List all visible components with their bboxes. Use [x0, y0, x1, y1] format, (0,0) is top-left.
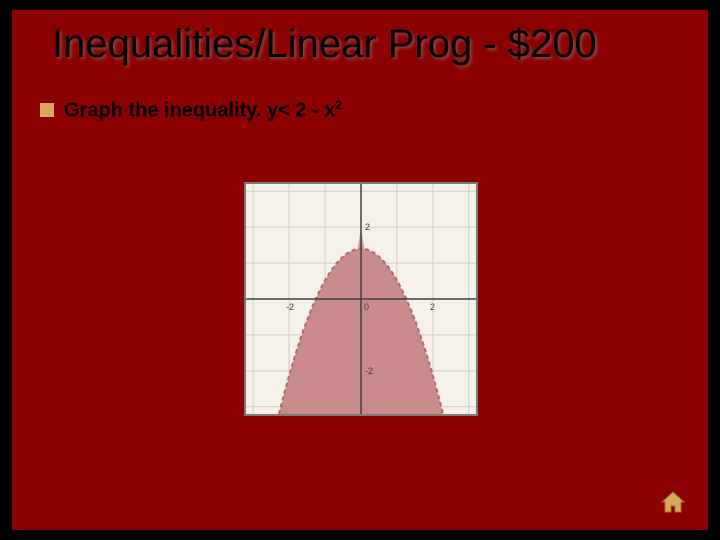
- home-button[interactable]: [660, 490, 686, 514]
- bullet-prefix: Graph the inequality. y< 2 - x: [64, 100, 335, 122]
- y-tick-label: 2: [365, 222, 370, 232]
- bullet-exponent: 2: [335, 98, 342, 112]
- x-tick-label: -2: [286, 302, 294, 312]
- slide-background: Inequalities/Linear Prog - $200 Graph th…: [12, 10, 708, 530]
- bullet-row: Graph the inequality. y< 2 - x2: [40, 98, 342, 123]
- bullet-square-icon: [40, 103, 54, 117]
- y-tick-label: -2: [365, 366, 373, 376]
- slide-title: Inequalities/Linear Prog - $200: [52, 22, 597, 67]
- bullet-text: Graph the inequality. y< 2 - x2: [64, 98, 342, 123]
- inequality-graph: -2 0 2 2 -2: [244, 182, 478, 416]
- x-tick-label: 0: [364, 302, 369, 312]
- x-tick-label: 2: [430, 302, 435, 312]
- home-icon: [660, 490, 686, 514]
- graph-svg: -2 0 2 2 -2: [246, 184, 476, 414]
